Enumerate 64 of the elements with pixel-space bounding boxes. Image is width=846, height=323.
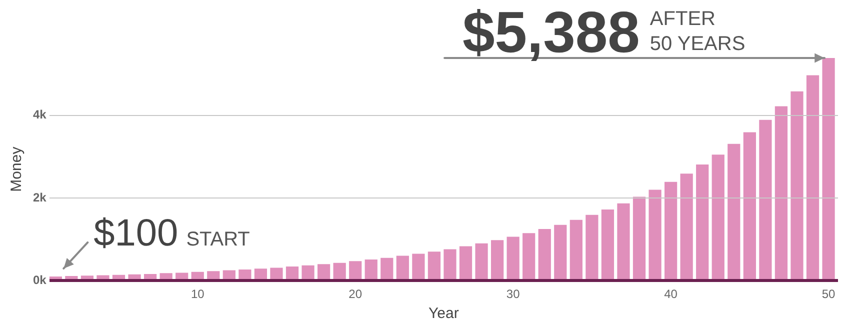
bar — [617, 203, 630, 280]
y-tick-label: 0k — [32, 272, 47, 287]
bar — [428, 252, 441, 280]
x-tick-label: 50 — [822, 287, 836, 302]
bar — [238, 269, 252, 280]
bar — [728, 144, 740, 280]
bar — [632, 196, 646, 280]
bar — [822, 58, 835, 280]
bar — [144, 274, 157, 280]
bar — [160, 273, 172, 280]
bar — [364, 260, 378, 280]
bar — [743, 132, 756, 280]
bar — [207, 271, 220, 280]
annotation: $100 — [94, 212, 178, 254]
bar — [349, 261, 362, 280]
bar — [570, 220, 582, 280]
annotation: $5,388 — [462, 0, 640, 65]
bar — [490, 240, 504, 280]
bar — [49, 276, 62, 280]
bar — [176, 272, 188, 280]
y-axis-title: Money — [8, 146, 26, 192]
x-tick-label: 30 — [506, 287, 520, 302]
bar — [254, 268, 268, 280]
bar — [806, 75, 820, 280]
bar — [286, 266, 299, 280]
annotation: START — [186, 228, 250, 250]
bar — [696, 164, 709, 280]
bar — [554, 224, 567, 280]
text: AFTER 50 YEARS — [650, 8, 746, 55]
bar — [459, 246, 472, 280]
y-tick-label: 4k — [32, 108, 47, 122]
bar — [664, 182, 678, 280]
bar — [96, 275, 110, 280]
bar — [475, 243, 488, 280]
bar — [317, 264, 330, 280]
bar — [538, 228, 551, 280]
bar — [222, 270, 236, 280]
x-tick-label: 20 — [348, 287, 362, 302]
bar — [112, 274, 126, 280]
bar — [774, 106, 788, 280]
x-tick-label: 40 — [664, 287, 678, 302]
bar — [680, 174, 693, 280]
bar — [712, 154, 724, 280]
bar — [412, 254, 425, 280]
bar — [506, 236, 520, 280]
bar — [380, 258, 394, 280]
bar — [80, 276, 94, 280]
bar — [302, 265, 314, 280]
bar — [790, 91, 804, 280]
x-axis-title: Year — [428, 305, 459, 322]
bar — [444, 249, 456, 280]
x-tick-label: 10 — [190, 287, 205, 302]
bar — [648, 190, 662, 280]
bar — [270, 268, 283, 280]
bar — [128, 274, 141, 280]
bar — [396, 256, 409, 280]
bar — [65, 276, 78, 280]
bar — [586, 214, 598, 280]
y-tick-label: 2k — [32, 190, 47, 204]
bar — [601, 210, 614, 280]
bar — [759, 120, 772, 280]
bar — [333, 262, 346, 280]
bar — [522, 233, 536, 280]
bar — [191, 272, 204, 280]
